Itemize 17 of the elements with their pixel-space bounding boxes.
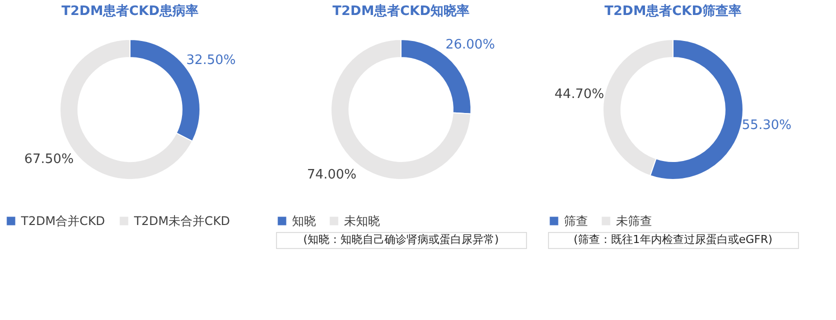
chart-title: T2DM患者CKD知晓率	[332, 3, 470, 19]
data-label: 26.00%	[445, 37, 496, 52]
legend-label: T2DM未合并CKD	[133, 214, 230, 228]
legend-label: 未知晓	[344, 214, 380, 228]
data-label: 67.50%	[24, 152, 74, 168]
text: (筛查：既往1年内检查过尿蛋白或eGFR)	[574, 233, 772, 246]
text: (知晓：知晓自己确诊肾病或蛋白尿异常)	[303, 233, 499, 246]
data-label: 74.00%	[306, 168, 357, 183]
data-label: 44.70%	[554, 86, 604, 102]
legend-label: T2DM合并CKD	[20, 214, 106, 228]
chart-title: T2DM患者CKD患病率	[61, 3, 199, 19]
legend-label: 未筛查	[616, 214, 652, 228]
data-label: 55.30%	[742, 118, 792, 134]
legend-label: 筛查	[564, 214, 588, 228]
data-label: 32.50%	[186, 52, 236, 68]
legend-label: 知晓	[292, 214, 316, 228]
chart-title: T2DM患者CKD筛查率	[604, 3, 742, 19]
